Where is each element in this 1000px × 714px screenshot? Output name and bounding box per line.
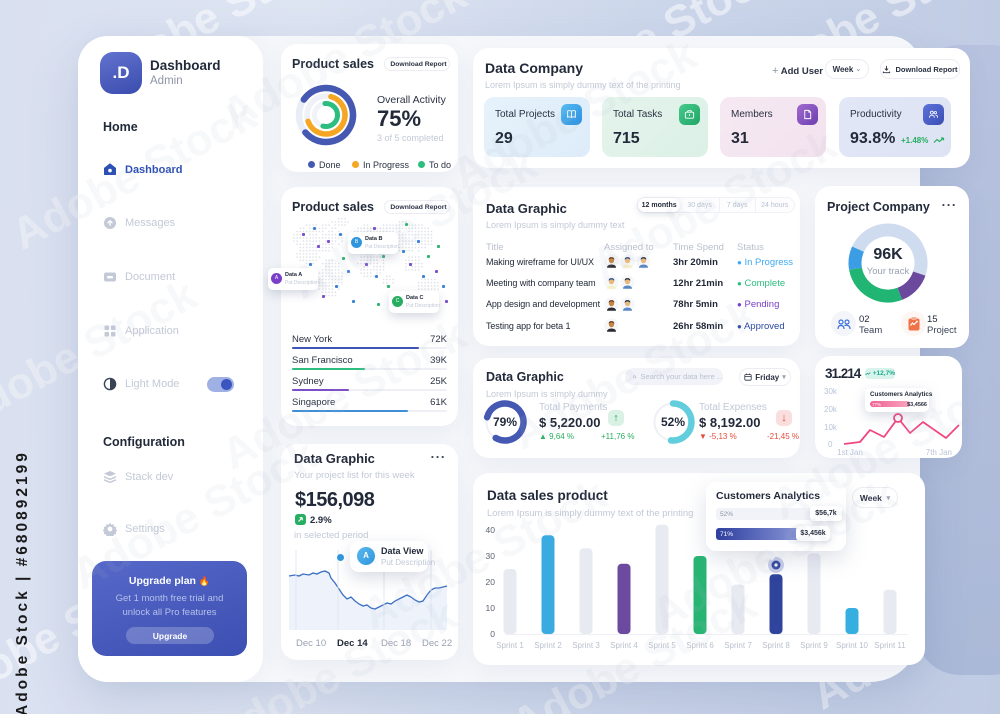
svg-text:Sprint 4: Sprint 4 [610, 641, 638, 650]
svg-text:Sprint 7: Sprint 7 [724, 641, 752, 650]
svg-text:30: 30 [486, 551, 496, 561]
svg-text:Sprint 3: Sprint 3 [572, 641, 600, 650]
svg-text:40: 40 [486, 525, 496, 535]
svg-text:Sprint 1: Sprint 1 [496, 641, 524, 650]
svg-text:Sprint 9: Sprint 9 [800, 641, 828, 650]
svg-text:Sprint 5: Sprint 5 [648, 641, 676, 650]
svg-text:Sprint 8: Sprint 8 [762, 641, 790, 650]
svg-text:Sprint 2: Sprint 2 [534, 641, 562, 650]
svg-text:20: 20 [486, 577, 496, 587]
svg-text:Sprint 6: Sprint 6 [686, 641, 714, 650]
svg-text:0: 0 [490, 629, 495, 639]
svg-text:Sprint 10: Sprint 10 [836, 641, 869, 650]
svg-text:10: 10 [486, 603, 496, 613]
svg-text:Sprint 11: Sprint 11 [874, 641, 906, 650]
